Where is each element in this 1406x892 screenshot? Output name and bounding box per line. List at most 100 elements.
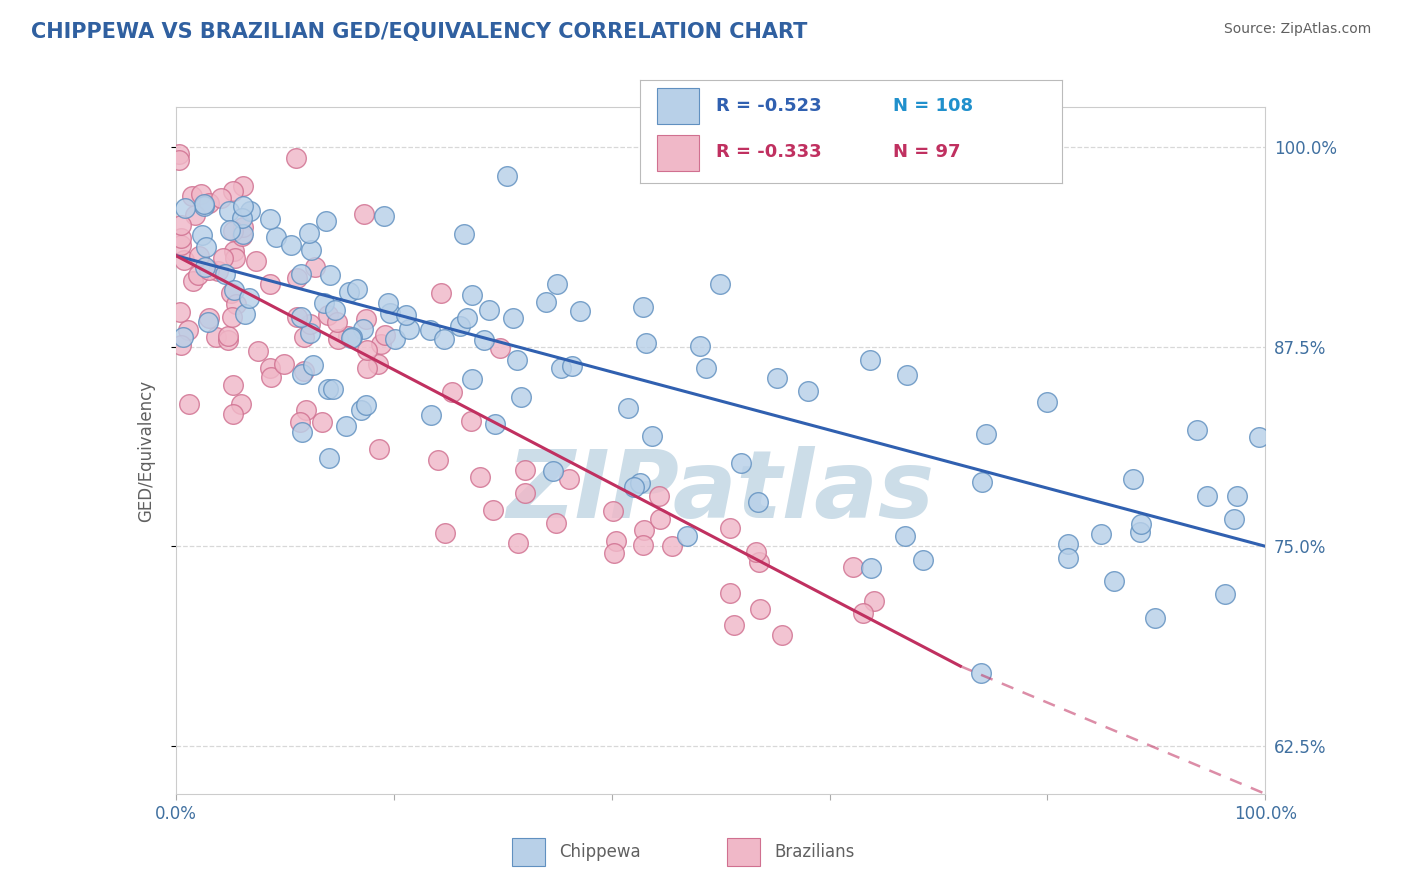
Point [718, 586, 741, 600]
Point [730, 456, 752, 470]
Point [1247, 429, 1270, 443]
Point [641, 429, 664, 443]
Point [219, 286, 242, 301]
Point [318, 450, 340, 465]
Point [326, 315, 349, 329]
Point [380, 306, 402, 320]
Point [319, 268, 342, 282]
Point [748, 555, 770, 569]
Point [259, 360, 281, 375]
Point [1213, 587, 1236, 601]
Point [536, 295, 558, 310]
Point [291, 367, 314, 381]
Point [299, 326, 322, 340]
Point [169, 153, 191, 168]
Text: Source: ZipAtlas.com: Source: ZipAtlas.com [1223, 22, 1371, 37]
Point [384, 332, 406, 346]
Point [170, 338, 193, 352]
Point [353, 207, 375, 221]
Point [174, 201, 197, 215]
Point [342, 330, 364, 344]
Point [862, 594, 884, 608]
Point [172, 329, 194, 343]
Text: N = 97: N = 97 [893, 143, 960, 161]
Bar [657, 88, 699, 124]
Point [628, 475, 651, 490]
Point [292, 364, 315, 378]
Point [650, 512, 672, 526]
Point [224, 244, 246, 258]
Point [214, 267, 236, 281]
Point [893, 529, 915, 543]
Point [312, 296, 335, 310]
Point [290, 268, 312, 282]
Point [354, 312, 377, 326]
Point [197, 315, 219, 329]
Point [1104, 574, 1126, 589]
Point [337, 285, 360, 299]
Point [568, 304, 591, 318]
Point [169, 218, 191, 232]
Text: CHIPPEWA VS BRAZILIAN GED/EQUIVALENCY CORRELATION CHART: CHIPPEWA VS BRAZILIAN GED/EQUIVALENCY CO… [31, 22, 807, 42]
Y-axis label: GED/Equivalency: GED/Equivalency [136, 379, 155, 522]
Point [288, 415, 311, 429]
Point [209, 191, 232, 205]
Point [190, 227, 212, 242]
Point [212, 252, 235, 266]
Point [232, 179, 254, 194]
Point [460, 414, 482, 428]
Point [290, 310, 312, 325]
Point [718, 521, 741, 535]
Point [496, 169, 519, 183]
Point [198, 196, 221, 211]
Point [222, 184, 245, 198]
Point [259, 277, 281, 291]
Point [295, 402, 318, 417]
Point [1122, 472, 1144, 486]
Text: R = -0.333: R = -0.333 [716, 143, 821, 161]
Point [323, 303, 346, 318]
Point [259, 212, 281, 227]
Point [745, 545, 768, 559]
Point [304, 260, 326, 275]
Point [1144, 611, 1167, 625]
Point [198, 262, 221, 277]
Point [648, 489, 671, 503]
Point [689, 338, 711, 352]
Point [911, 553, 934, 567]
Point [207, 264, 229, 278]
Point [546, 277, 568, 292]
Point [352, 322, 374, 336]
Point [633, 524, 655, 538]
Point [217, 334, 239, 348]
Point [335, 418, 357, 433]
Point [315, 213, 337, 227]
Point [217, 329, 239, 343]
Point [298, 226, 321, 240]
Point [322, 382, 344, 396]
Point [749, 602, 772, 616]
Point [287, 310, 309, 325]
Point [509, 390, 531, 404]
Point [169, 305, 191, 319]
Point [461, 372, 484, 386]
Point [747, 495, 769, 509]
Point [970, 666, 993, 681]
Bar [727, 838, 761, 866]
Point [976, 427, 998, 442]
Point [311, 415, 333, 429]
Point [478, 303, 501, 318]
Point [515, 486, 537, 500]
Text: Brazilians: Brazilians [775, 843, 855, 862]
Point [194, 260, 217, 274]
Point [433, 526, 456, 541]
Point [427, 453, 450, 467]
Point [605, 533, 627, 548]
Point [316, 382, 339, 396]
Point [285, 151, 308, 165]
Point [231, 211, 253, 226]
Point [1185, 423, 1208, 437]
Point [374, 328, 396, 343]
Point [842, 560, 865, 574]
Text: Chippewa: Chippewa [560, 843, 641, 862]
